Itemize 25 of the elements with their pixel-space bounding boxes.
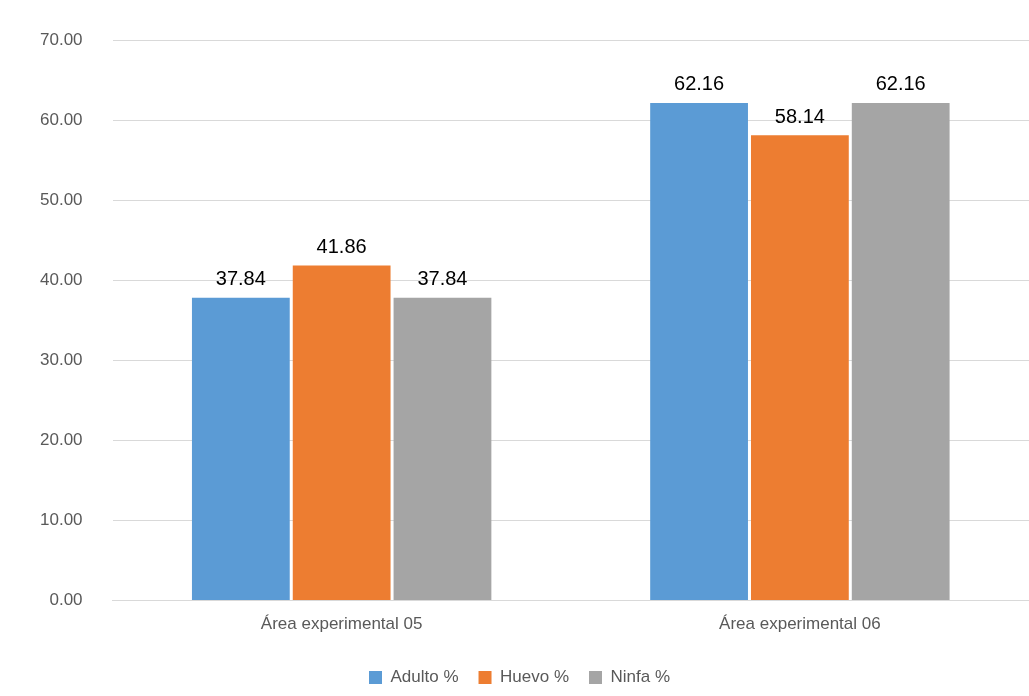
bar: [393, 297, 492, 601]
data-label: 37.84: [417, 267, 468, 290]
y-tick-label: 40.00: [39, 270, 83, 290]
data-label: 62.16: [875, 72, 926, 95]
x-tick-label: Área experimental 05: [260, 614, 423, 634]
y-tick-label: 60.00: [39, 109, 83, 129]
y-tick-label: 30.00: [39, 350, 83, 370]
bar: [292, 265, 391, 601]
legend-label: Ninfa %: [610, 667, 671, 687]
data-label: 62.16: [674, 72, 725, 95]
x-tick-label: Área experimental 06: [719, 614, 881, 634]
y-tick-label: 20.00: [39, 430, 83, 450]
data-label: 41.86: [316, 235, 367, 257]
bar: [191, 297, 290, 601]
y-tick-label: 10.00: [39, 510, 83, 530]
data-label: 58.14: [774, 104, 825, 127]
bar: [750, 135, 849, 601]
y-tick-label: 0.00: [49, 590, 83, 610]
data-label: 37.84: [215, 267, 266, 290]
y-tick-label: 70.00: [39, 29, 83, 49]
y-tick-label: 50.00: [39, 190, 83, 209]
bar: [650, 102, 748, 601]
legend-label: Huevo %: [500, 667, 569, 687]
bar: [851, 102, 950, 601]
legend-label: Adulto %: [390, 667, 459, 687]
